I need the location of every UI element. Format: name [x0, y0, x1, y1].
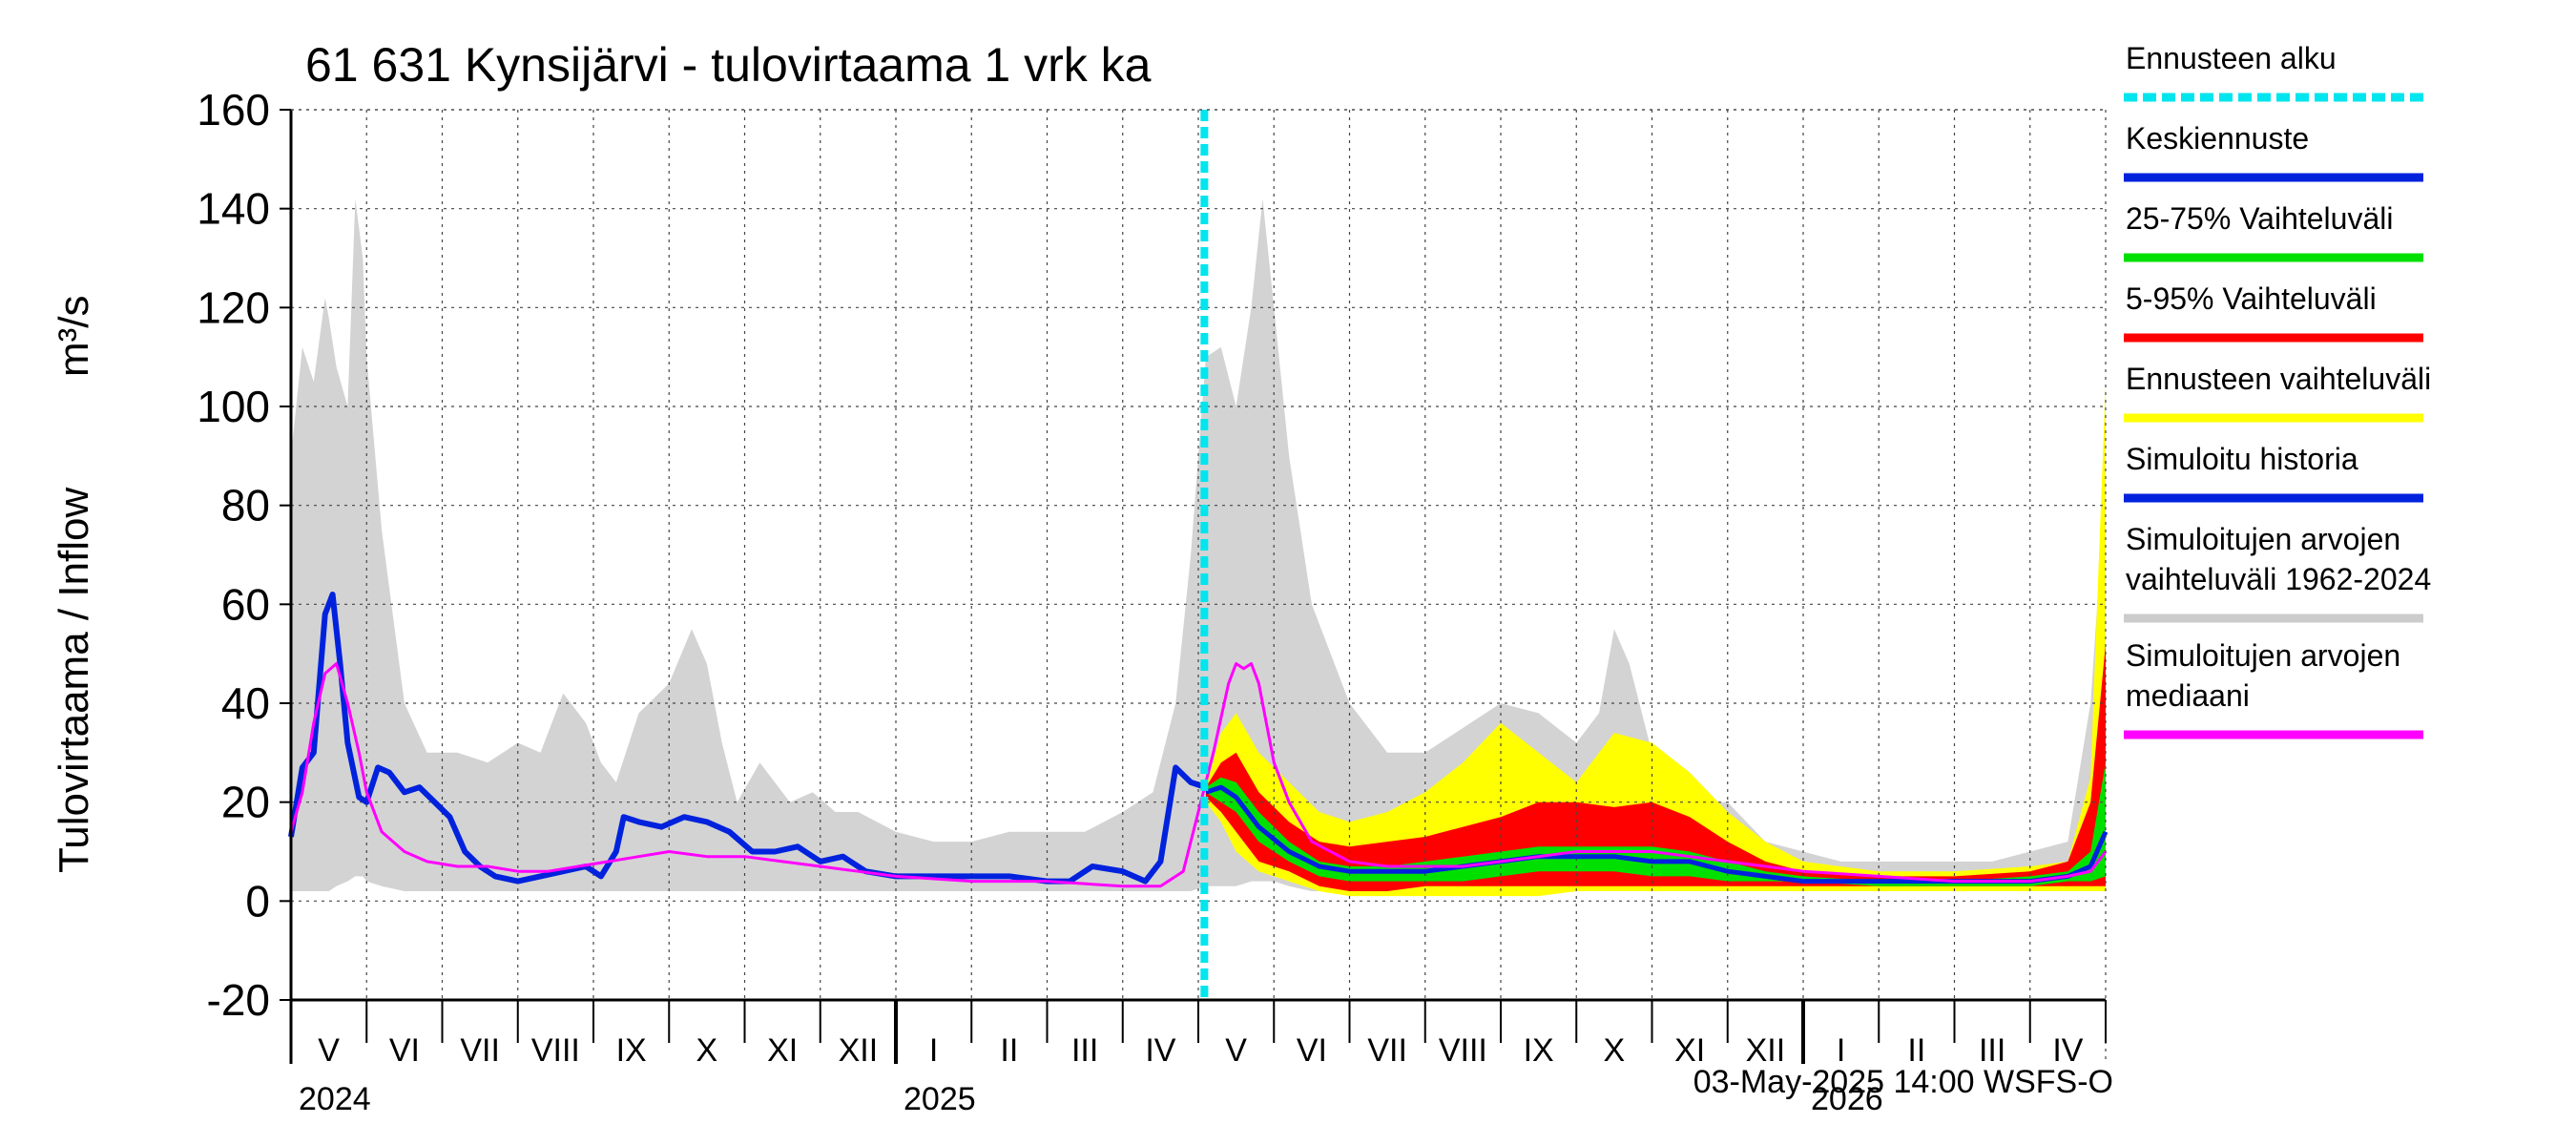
x-month-label: I	[929, 1032, 938, 1069]
x-month-label: XI	[1674, 1032, 1705, 1069]
x-month-label: III	[1071, 1032, 1098, 1069]
y-tick-label: 0	[245, 876, 270, 926]
x-month-label: IX	[616, 1032, 647, 1069]
chart-title: 61 631 Kynsijärvi - tulovirtaama 1 vrk k…	[305, 38, 1152, 92]
x-month-label: II	[1907, 1032, 1925, 1069]
y-tick-label: 80	[221, 481, 270, 531]
x-month-label: IX	[1524, 1032, 1554, 1069]
legend-label-line2: vaihteluväli 1962-2024	[2126, 562, 2431, 596]
x-axis: V VI VII VIII IX X XI XII I II III IV V VI VII VIII IX X X…	[290, 1000, 2107, 1117]
x-month-label: V	[1225, 1032, 1247, 1069]
y-tick-label: 40	[221, 678, 270, 728]
x-month-label: X	[1604, 1032, 1626, 1069]
plot-area	[288, 109, 2109, 1064]
x-month-label: VIII	[531, 1032, 580, 1069]
y-axis-unit: m³/s	[51, 295, 97, 377]
y-tick-label: 20	[221, 778, 270, 827]
x-month-label: VIII	[1439, 1032, 1487, 1069]
legend-label: Keskiennuste	[2126, 121, 2309, 156]
x-month-label: VII	[460, 1032, 500, 1069]
x-month-label: XII	[1746, 1032, 1786, 1069]
legend-label-line2: mediaani	[2126, 678, 2250, 713]
x-month-label: X	[696, 1032, 718, 1069]
x-month-label: XI	[767, 1032, 798, 1069]
x-month-label: III	[1979, 1032, 2005, 1069]
legend-label: Ennusteen alku	[2126, 41, 2337, 75]
line-simuloitujen-arvojen-mediaani	[289, 662, 2108, 888]
x-month-label: V	[318, 1032, 340, 1069]
legend-label: Ennusteen vaihteluväli	[2126, 362, 2431, 396]
x-month-label: I	[1837, 1032, 1845, 1069]
y-axis-label: Tulovirtaama / Inflow	[51, 487, 97, 873]
x-month-label: VII	[1367, 1032, 1407, 1069]
footer-timestamp: 03-May-2025 14:00 WSFS-O	[1693, 1064, 2113, 1100]
legend-label: 25-75% Vaihteluväli	[2126, 201, 2393, 236]
y-tick-label: -20	[207, 975, 270, 1025]
x-month-label: VI	[389, 1032, 420, 1069]
y-tick-label: 120	[197, 282, 270, 332]
x-year-label: 2025	[904, 1081, 976, 1117]
x-year-label: 2026	[1811, 1081, 1883, 1117]
legend-label: Simuloitujen arvojen	[2126, 638, 2400, 673]
legend: Ennusteen alku Keskiennuste 25-75% Vaihtel…	[2124, 41, 2431, 739]
y-tick-label: 160	[197, 85, 270, 135]
legend-label: 5-95% Vaihteluväli	[2126, 281, 2377, 316]
band-5-95-vaihteluv-li	[1205, 643, 2106, 891]
x-month-label: XII	[839, 1032, 879, 1069]
y-tick-label: 100	[197, 382, 270, 431]
x-month-label: IV	[1145, 1032, 1175, 1069]
x-month-label: II	[1000, 1032, 1018, 1069]
y-tick-label: 140	[197, 184, 270, 234]
x-month-label: VI	[1297, 1032, 1327, 1069]
x-year-label: 2024	[299, 1081, 371, 1117]
y-tick-labels: -20 0 20 40 60 80 100 120 140 160	[197, 85, 291, 1025]
line-layer	[288, 592, 2109, 888]
legend-label: Simuloitujen arvojen	[2126, 522, 2400, 556]
y-tick-label: 60	[221, 579, 270, 629]
legend-label: Simuloitu historia	[2126, 442, 2358, 476]
x-month-label: IV	[2052, 1032, 2083, 1069]
